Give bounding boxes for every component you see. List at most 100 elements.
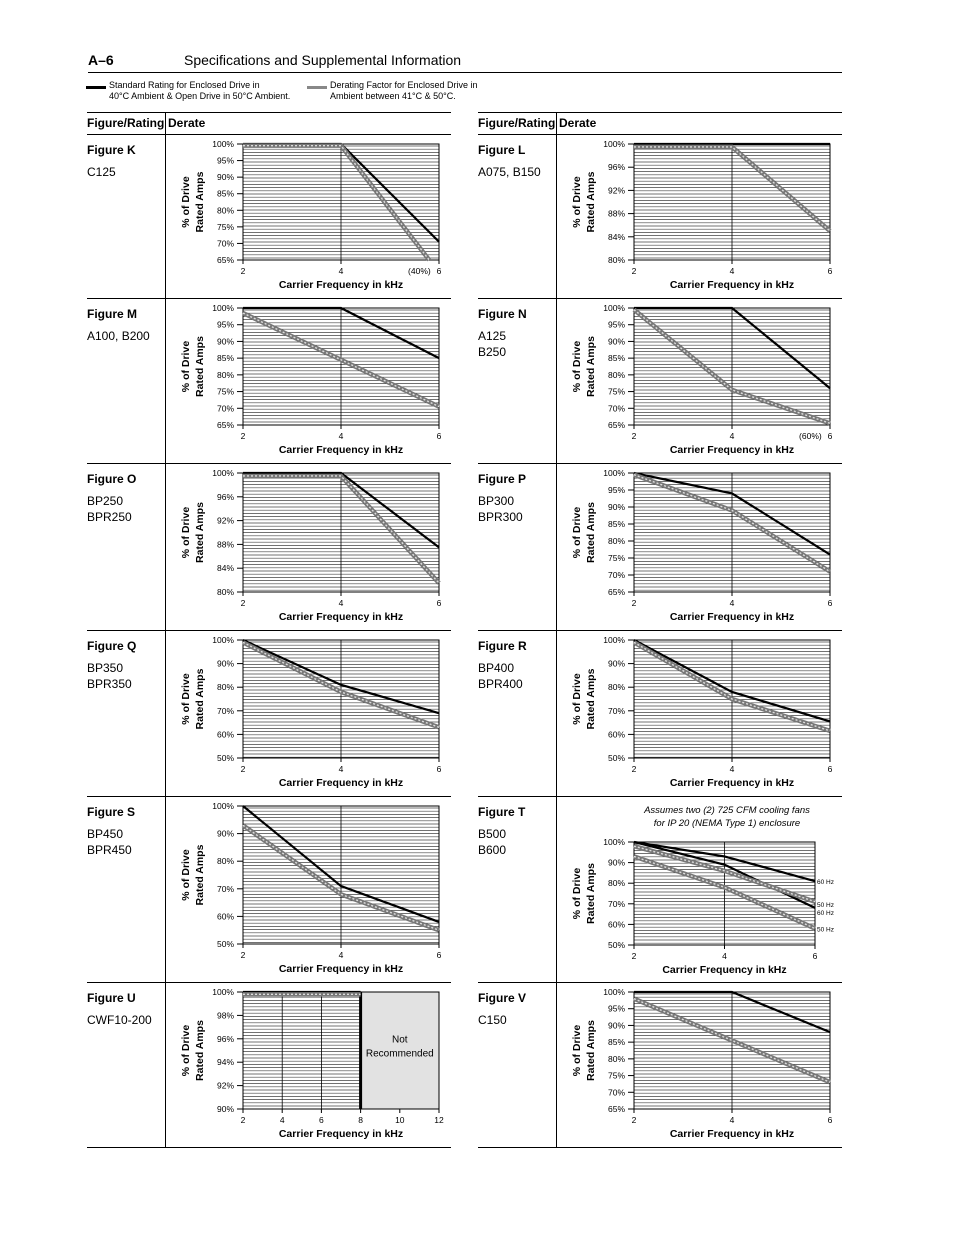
x-axis-label: Carrier Frequency in kHz <box>670 611 794 623</box>
series-line-derating-inner <box>242 312 440 408</box>
x-tick-label: 6 <box>437 266 442 276</box>
series-line-standard <box>243 306 440 360</box>
y-tick-label: 90% <box>608 659 625 669</box>
figure-ratings: C150 <box>478 1012 507 1028</box>
x-tick-label: 4 <box>730 431 735 441</box>
figure-row-t: Figure T B500 B600 Assumes two (2) 725 CFM … <box>478 797 842 983</box>
y-tick-label: 70% <box>217 238 234 248</box>
y-tick-label: 90% <box>217 1104 234 1114</box>
y-axis-label: % of Drive <box>571 868 583 920</box>
y-tick-label: 65% <box>608 420 625 430</box>
y-tick-label: 70% <box>217 884 234 894</box>
rating-label: C150 <box>478 1013 507 1027</box>
y-axis-label: % of Drive <box>180 341 192 393</box>
rating-label: BPR300 <box>478 510 523 524</box>
plot-grid <box>243 473 439 592</box>
series-line-derating-inner <box>633 998 831 1083</box>
y-tick-label: 95% <box>608 1004 625 1014</box>
x-tick-label: 10 <box>395 1115 405 1125</box>
plot-grid <box>243 640 439 758</box>
rating-label: BPR450 <box>87 843 132 857</box>
left-header-figure: Figure/Rating <box>87 116 165 130</box>
series-line-standard <box>242 805 440 923</box>
plot-grid <box>634 640 830 758</box>
x-axis-label: Carrier Frequency in kHz <box>662 964 786 976</box>
x-tick-label: 2 <box>632 266 637 276</box>
y-tick-label: 100% <box>603 837 625 847</box>
y-axis-label: Rated Amps <box>585 171 597 232</box>
figure-ratings: A125 B250 <box>478 328 506 360</box>
figure-label: Figure U <box>87 991 136 1005</box>
series-line-standard <box>634 306 831 390</box>
plot-grid <box>634 842 815 945</box>
figure-ratings: BP250 BPR250 <box>87 493 132 525</box>
y-axis-label: Rated Amps <box>194 171 206 232</box>
figure-row-s: Figure S BP450 BPR450 50% 60% 70% 80% 90% 100% 2 4… <box>87 797 451 983</box>
y-tick-label: 80% <box>217 682 234 692</box>
x-axis-label: Carrier Frequency in kHz <box>670 444 794 456</box>
figure-row-q: Figure Q BP350 BPR350 50% 60% 70% 80% 90% 100% 2 4… <box>87 631 451 797</box>
y-axis-label: % of Drive <box>571 673 583 725</box>
figure-ratings: BP400 BPR400 <box>478 660 523 692</box>
chart-note: Assumes two (2) 725 CFM cooling fans <box>643 805 810 816</box>
figure-label: Figure O <box>87 472 137 486</box>
x-tick-label: 2 <box>241 598 246 608</box>
legend-derating-line1: Derating Factor for Enclosed Drive in <box>330 80 478 90</box>
y-tick-label: 100% <box>603 635 625 645</box>
rating-label: BPR350 <box>87 677 132 691</box>
x-tick-label: 2 <box>632 1115 637 1125</box>
y-tick-label: 95% <box>217 156 234 166</box>
y-tick-label: 60% <box>608 729 625 739</box>
y-tick-label: 80% <box>217 587 234 597</box>
y-tick-label: 80% <box>217 205 234 215</box>
rating-label: B500 <box>478 827 507 841</box>
chart-annotation: (60%) <box>799 431 822 441</box>
y-tick-label: 95% <box>608 320 625 330</box>
y-tick-label: 94% <box>217 1057 234 1067</box>
derate-chart-n: 65% 70% 75% 80% 85% 90% 95% 100% 2 4 6 (60%) Carrier… <box>571 303 833 456</box>
y-tick-label: 75% <box>608 553 625 563</box>
y-tick-label: 85% <box>217 189 234 199</box>
y-tick-label: 95% <box>217 320 234 330</box>
rating-label: C125 <box>87 165 116 179</box>
y-tick-label: 92% <box>217 516 234 526</box>
y-tick-label: 90% <box>217 659 234 669</box>
figure-row-m: Figure M A100, B200 65% 70% 75% 80% 85% 90% 95% 1… <box>87 299 451 464</box>
y-tick-label: 92% <box>608 185 625 195</box>
x-tick-label: 6 <box>319 1115 324 1125</box>
x-axis-label: Carrier Frequency in kHz <box>279 963 403 975</box>
y-tick-label: 98% <box>217 1010 234 1020</box>
x-tick-label: 4 <box>339 266 344 276</box>
x-tick-label: 4 <box>339 431 344 441</box>
y-tick-label: 90% <box>217 172 234 182</box>
y-tick-label: 90% <box>608 1020 625 1030</box>
y-tick-label: 100% <box>603 987 625 997</box>
y-tick-label: 70% <box>217 403 234 413</box>
figure-ratings: A075, B150 <box>478 164 541 180</box>
y-tick-label: 70% <box>608 1087 625 1097</box>
x-axis-label: Carrier Frequency in kHz <box>279 777 403 789</box>
y-axis-label: % of Drive <box>180 673 192 725</box>
y-tick-label: 65% <box>217 255 234 265</box>
x-tick-label: 4 <box>730 598 735 608</box>
x-tick-label: 12 <box>434 1115 444 1125</box>
x-tick-label: 4 <box>339 950 344 960</box>
chart-note: for IP 20 (NEMA Type 1) enclosure <box>654 818 800 829</box>
right-column: Figure/Rating Derate Figure L A075, B150 8… <box>478 112 842 1148</box>
y-axis-label: % of Drive <box>571 1025 583 1077</box>
rating-label: B600 <box>478 843 507 857</box>
x-tick-label: 4 <box>730 764 735 774</box>
y-tick-label: 80% <box>608 878 625 888</box>
y-tick-label: 100% <box>212 801 234 811</box>
legend-standard: Standard Rating for Enclosed Drive in 40… <box>86 80 290 102</box>
y-tick-label: 80% <box>217 370 234 380</box>
series-line-standard <box>633 639 831 723</box>
figure-row-o: Figure O BP250 BPR250 80% 84% 88% 92% 96% 100% 2 4… <box>87 464 451 631</box>
x-tick-label: 6 <box>437 598 442 608</box>
x-tick-label: 2 <box>632 764 637 774</box>
y-tick-label: 100% <box>212 139 234 149</box>
y-axis-label: Rated Amps <box>585 1020 597 1081</box>
figure-label: Figure P <box>478 472 527 486</box>
y-axis-label: Rated Amps <box>194 668 206 729</box>
x-tick-label: 4 <box>339 598 344 608</box>
